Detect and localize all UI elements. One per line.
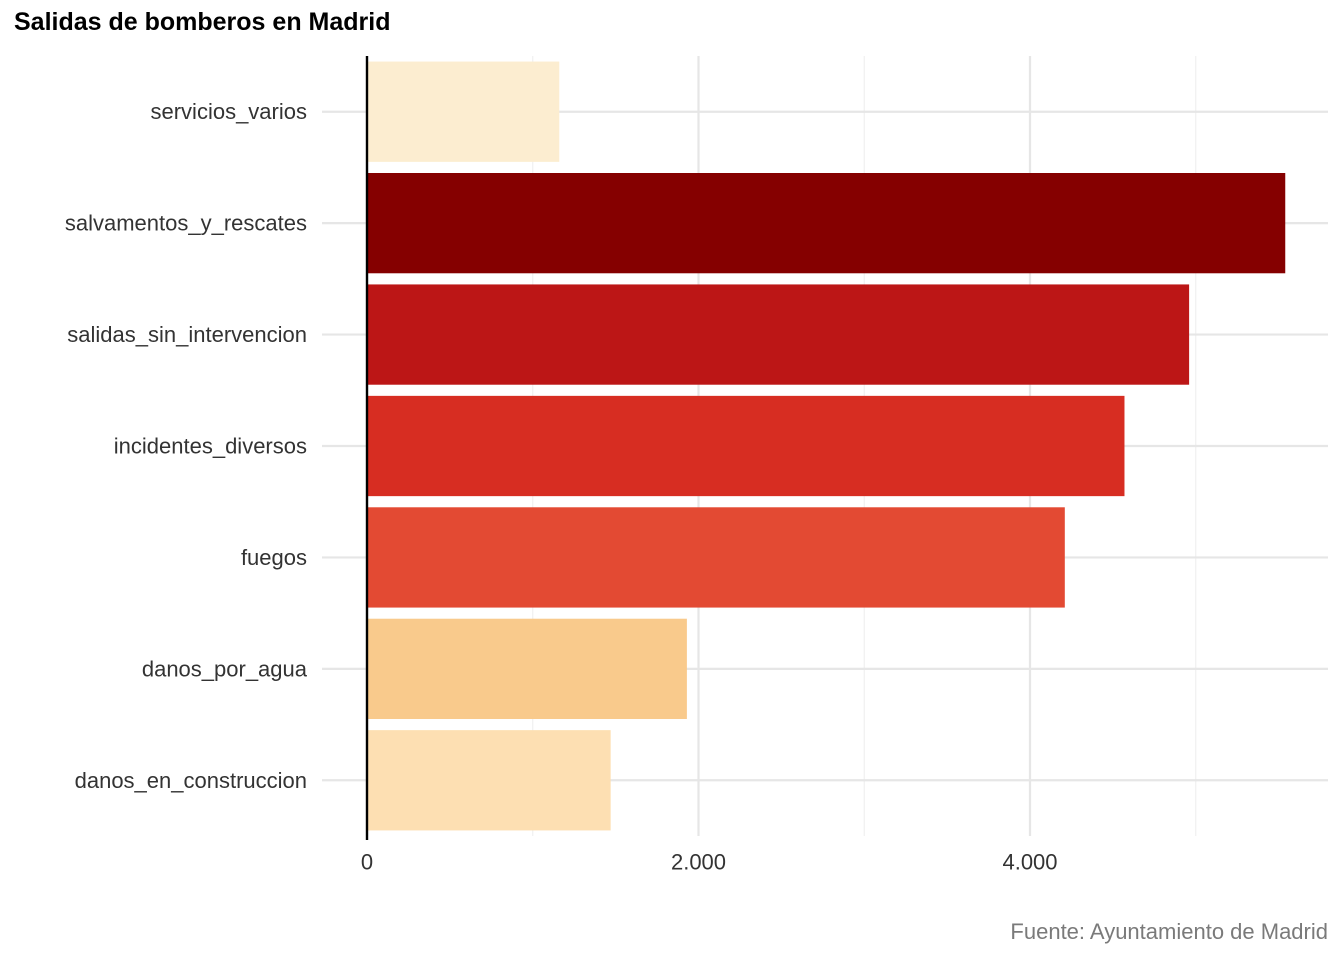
bar-salvamentos_y_rescates <box>367 173 1286 274</box>
chart-title: Salidas de bomberos en Madrid <box>14 8 391 36</box>
bar-incidentes_diversos <box>367 395 1125 497</box>
x-tick-label: 0 <box>361 850 373 875</box>
bar-fuegos <box>367 507 1065 608</box>
category-label: danos_por_agua <box>142 656 308 681</box>
category-label: salvamentos_y_rescates <box>65 211 307 236</box>
x-tick-label: 4.000 <box>1002 850 1057 875</box>
bars <box>367 61 1286 831</box>
bar-danos_por_agua <box>367 618 687 719</box>
x-tick-labels: 0 2.000 4.000 <box>361 850 1058 875</box>
bar-servicios_varios <box>367 61 560 162</box>
category-label: servicios_varios <box>151 99 308 124</box>
category-label: incidentes_diversos <box>114 434 307 459</box>
category-label: danos_en_construccion <box>75 768 307 793</box>
category-labels: servicios_varios salvamentos_y_rescatessa… <box>65 99 308 793</box>
category-label: fuegos <box>241 545 307 570</box>
category-label: salidas_sin_intervencion <box>67 322 307 347</box>
x-tick-label: 2.000 <box>671 850 726 875</box>
bar-danos_en_construccion <box>367 730 611 831</box>
bar-salidas_sin_intervencion <box>367 284 1190 385</box>
chart-caption: Fuente: Ayuntamiento de Madrid <box>1010 919 1328 944</box>
